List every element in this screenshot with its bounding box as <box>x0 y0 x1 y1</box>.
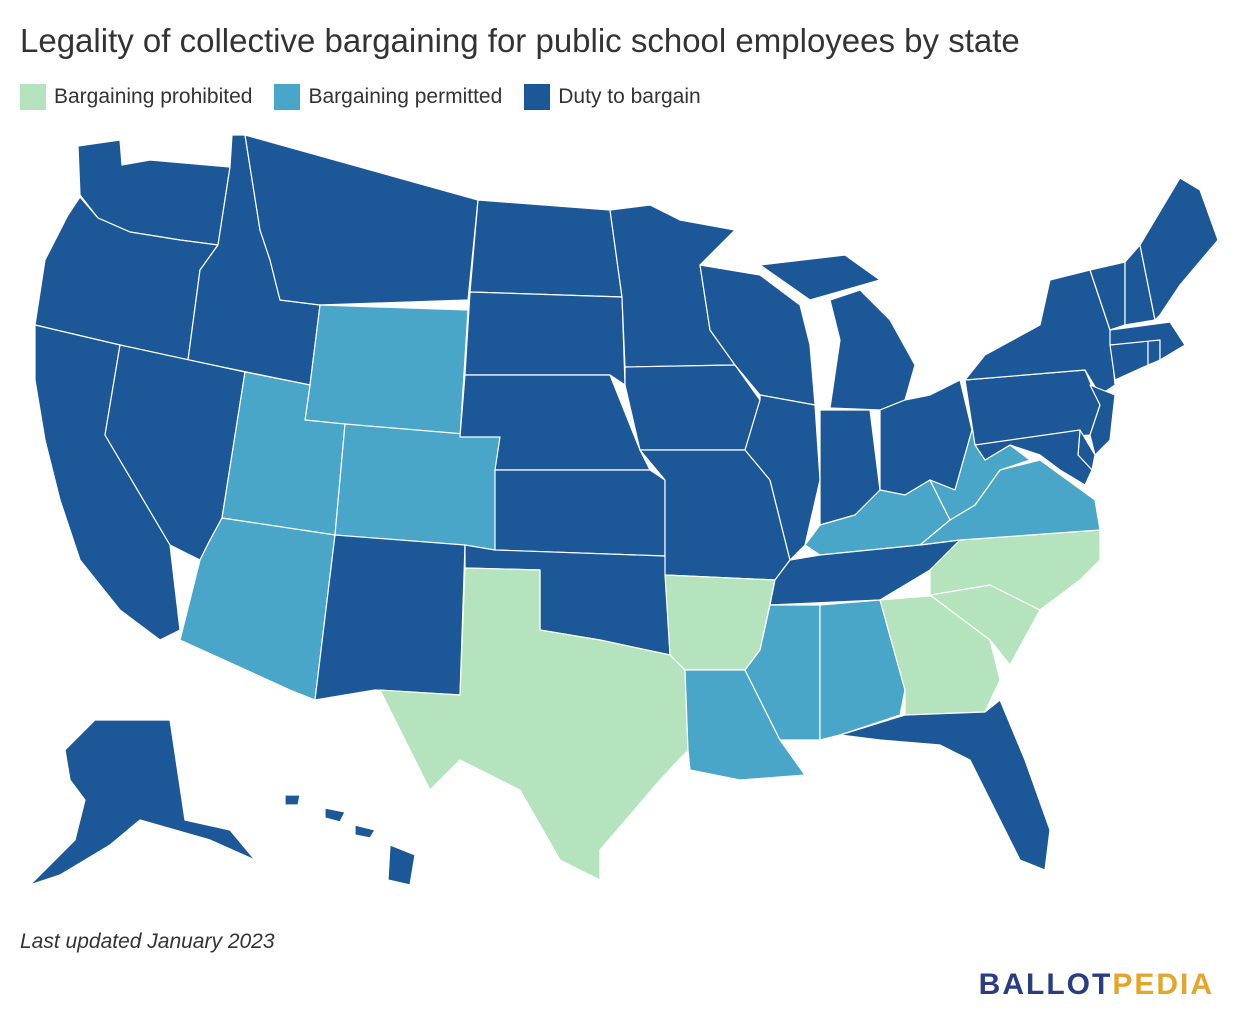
state-ia <box>624 364 761 451</box>
legend-item-prohibited: Bargaining prohibited <box>20 84 252 110</box>
state-ks <box>494 469 666 557</box>
last-updated-note: Last updated January 2023 <box>20 930 275 953</box>
logo-part-ballot: BALLOT <box>978 968 1113 1001</box>
state-md <box>974 429 1093 486</box>
state-co <box>334 423 501 551</box>
legend-item-duty: Duty to bargain <box>524 84 701 110</box>
map-title: Legality of collective bargaining for pu… <box>20 22 1020 59</box>
state-ak <box>29 719 256 886</box>
legend-label-duty: Duty to bargain <box>558 85 701 108</box>
legend-label-prohibited: Bargaining prohibited <box>54 85 253 108</box>
state-tx <box>379 567 689 881</box>
state-hi <box>284 794 416 886</box>
state-mt <box>244 134 479 306</box>
state-fl <box>839 699 1051 871</box>
state-nd <box>469 199 623 298</box>
state-me <box>1139 177 1219 321</box>
logo-part-pedia: PEDIA <box>1112 968 1214 1001</box>
state-ma <box>1109 321 1186 361</box>
legend: Bargaining prohibited Bargaining permitt… <box>20 84 701 110</box>
legend-swatch-prohibited <box>20 84 46 110</box>
state-ct <box>1109 339 1149 381</box>
legend-item-permitted: Bargaining permitted <box>274 84 502 110</box>
state-nm <box>314 534 466 701</box>
state-sd <box>464 291 626 386</box>
ballotpedia-logo: BALLOTPEDIA <box>979 968 1214 1002</box>
state-wy <box>304 304 469 438</box>
legend-swatch-permitted <box>274 84 301 110</box>
legend-swatch-duty <box>524 84 551 110</box>
state-ri <box>1147 339 1161 366</box>
legend-label-permitted: Bargaining permitted <box>308 85 503 108</box>
